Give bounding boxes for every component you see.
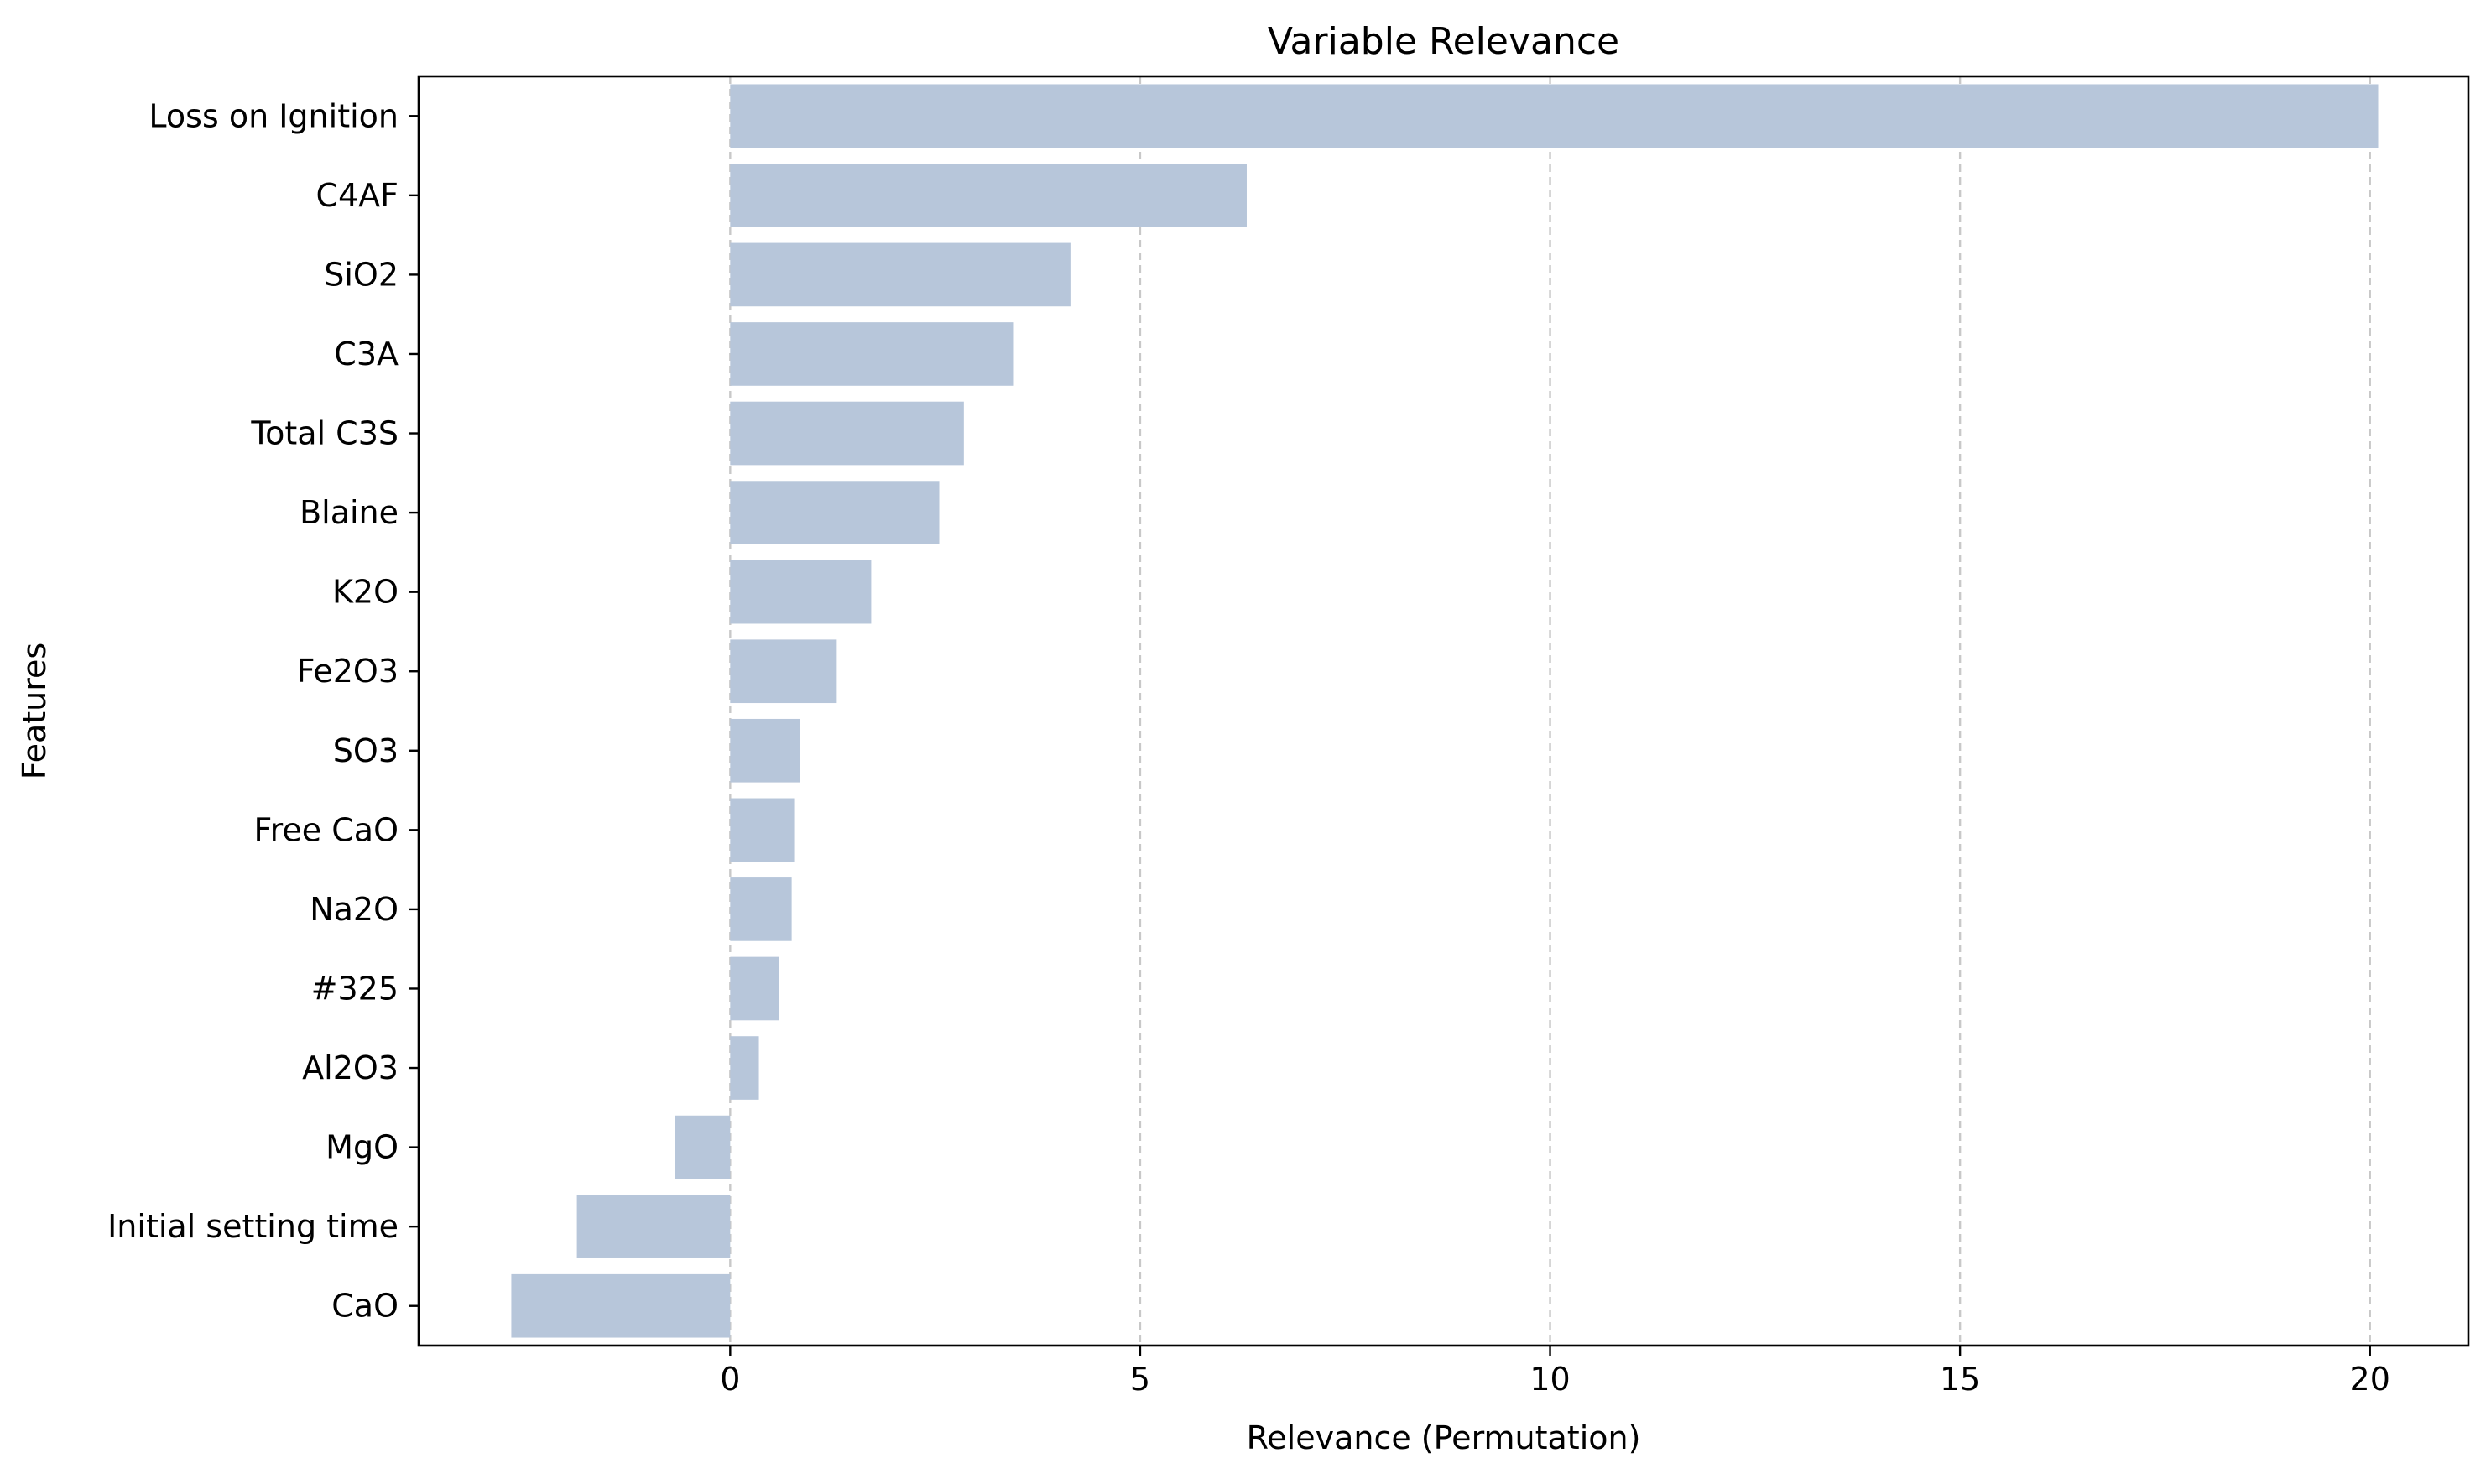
y-tick-label: Total C3S [250, 415, 399, 452]
y-tick-label: SiO2 [324, 256, 399, 293]
bar [730, 798, 795, 862]
y-tick-label: Fe2O3 [297, 653, 399, 690]
x-tick-label: 0 [720, 1361, 740, 1398]
y-tick-label: C3A [334, 336, 399, 372]
y-tick-label: MgO [326, 1129, 399, 1166]
y-tick-label: C4AF [315, 177, 399, 214]
x-tick-label: 20 [2350, 1361, 2390, 1398]
bar [730, 956, 779, 1021]
y-tick-label: Loss on Ignition [149, 97, 399, 134]
bar [730, 639, 837, 704]
y-tick-label: Initial setting time [107, 1208, 399, 1245]
bar [511, 1273, 731, 1338]
y-axis-ticks: Loss on Ignition C4AF SiO2 C3A Total C3S Blai… [107, 97, 419, 1325]
y-tick-label: Al2O3 [302, 1049, 399, 1086]
x-tick-label: 10 [1530, 1361, 1570, 1398]
bar [730, 877, 792, 941]
y-tick-label: Blaine [300, 494, 399, 531]
y-tick-label: K2O [332, 574, 399, 611]
bar [730, 401, 964, 466]
bar [730, 242, 1071, 307]
y-tick-label: Na2O [310, 891, 399, 928]
bar [730, 84, 2379, 148]
bar [730, 560, 872, 624]
plot-frame [417, 75, 2470, 1347]
y-tick-label: CaO [331, 1288, 399, 1325]
y-tick-label: #325 [311, 970, 399, 1007]
bar [730, 164, 1247, 227]
x-tick-label: 5 [1130, 1361, 1150, 1398]
x-axis-label: Relevance (Permutation) [1247, 1419, 1641, 1456]
chart-title: Variable Relevance [1268, 20, 1619, 63]
axes-frame [417, 75, 2470, 1347]
bars [511, 84, 2379, 1338]
bar [730, 322, 1014, 386]
y-axis-label: Features [16, 643, 53, 779]
bar [675, 1115, 731, 1179]
bar [730, 718, 800, 783]
bar [576, 1195, 731, 1258]
bar [730, 1036, 759, 1100]
bar [730, 481, 940, 544]
y-tick-label: SO3 [333, 732, 399, 769]
y-tick-label: Free CaO [254, 811, 399, 848]
x-tick-label: 15 [1940, 1361, 1980, 1398]
x-axis-ticks: 0 5 10 15 20 [720, 1346, 2390, 1398]
